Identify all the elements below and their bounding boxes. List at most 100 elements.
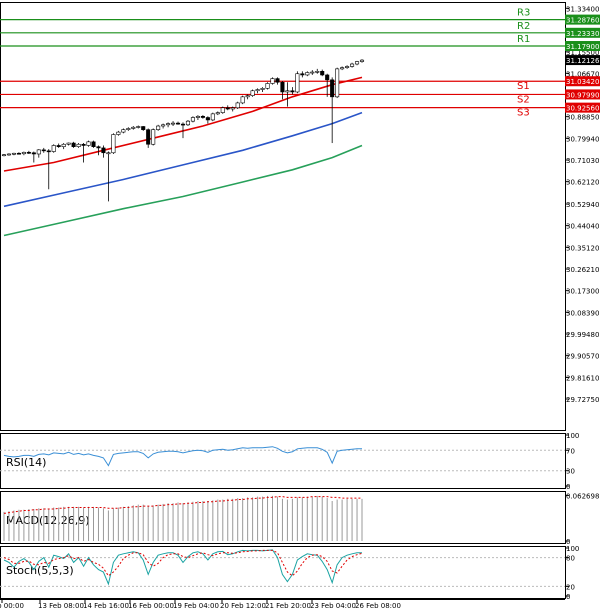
- indicator-tick-label: 100: [566, 432, 579, 440]
- stoch-d-line: [3, 549, 363, 577]
- candle-body: [136, 126, 141, 128]
- price-tick-label: 30.26210: [566, 266, 599, 274]
- candle: [270, 77, 275, 85]
- price-tick-label: 31.06670: [566, 70, 599, 78]
- level-price-label: 31.23330: [566, 30, 599, 38]
- time-tick-label: 19 Feb 04:00: [173, 602, 219, 610]
- price-tick-label: 30.17300: [566, 288, 599, 296]
- candle-body: [185, 120, 191, 126]
- candle: [61, 143, 66, 150]
- candle-body: [275, 78, 280, 83]
- candle: [136, 125, 141, 129]
- candle-body: [41, 149, 46, 152]
- moving-average-line-3: [3, 144, 363, 237]
- level-price-label: 31.28760: [566, 17, 599, 25]
- candle: [171, 121, 176, 127]
- candle-body: [350, 63, 355, 67]
- candle: [265, 82, 270, 90]
- level-price-label: 31.17900: [566, 43, 599, 51]
- candle: [354, 60, 360, 66]
- candle-body: [210, 113, 215, 121]
- candle: [81, 143, 86, 163]
- candle: [340, 66, 345, 71]
- indicator-tick-label: 0: [566, 593, 570, 601]
- candle-body: [46, 150, 51, 153]
- time-tick-label: 14 Feb 16:00: [83, 602, 129, 610]
- candle: [51, 144, 56, 153]
- candle: [175, 121, 181, 125]
- candle: [156, 124, 161, 131]
- level-price-label: 31.03420: [566, 78, 599, 86]
- time-tick-label: 20 Feb 12:00: [220, 602, 266, 610]
- candle-body: [255, 89, 260, 92]
- candle: [151, 128, 156, 146]
- indicator-tick-label: 100: [566, 545, 579, 553]
- candle-body: [230, 107, 235, 110]
- indicator-label: RSI(14): [6, 456, 46, 469]
- candle-body: [225, 107, 230, 110]
- time-tick-label: 13 Feb 08:00: [38, 602, 84, 610]
- candle-body: [235, 102, 240, 109]
- indicator-panel-frame: [0, 491, 566, 544]
- candle: [26, 150, 31, 154]
- candle: [215, 111, 220, 116]
- price-tick-label: 29.99480: [566, 331, 599, 339]
- candle-body: [325, 74, 330, 81]
- candle-body: [295, 73, 300, 93]
- candle: [210, 112, 215, 122]
- candle: [330, 77, 335, 144]
- candle: [161, 123, 166, 129]
- candle: [285, 82, 290, 107]
- level-label-s3: S3: [517, 108, 530, 119]
- time-tick-label: 21 Feb 20:00: [265, 602, 311, 610]
- candle: [6, 153, 12, 156]
- candle: [300, 71, 305, 78]
- price-tick-label: 30.88850: [566, 114, 599, 122]
- price-tick-label: 30.62120: [566, 179, 599, 187]
- candle: [310, 70, 315, 75]
- candle-body: [280, 81, 285, 93]
- candle: [146, 128, 151, 148]
- candle-body: [126, 128, 131, 130]
- indicator-panel-frame: [0, 546, 566, 599]
- candle: [235, 101, 240, 109]
- level-price-tag: [565, 27, 600, 38]
- current-price-label: 31.12126: [566, 57, 600, 65]
- candle-body: [330, 79, 335, 98]
- candle-body: [26, 151, 31, 154]
- candle-body: [260, 88, 265, 90]
- candle: [320, 69, 325, 77]
- price-tick-label: 30.79940: [566, 135, 599, 143]
- price-tick-label: 29.72750: [566, 396, 599, 404]
- candle: [335, 67, 340, 99]
- candle: [71, 141, 76, 148]
- candle-body: [106, 152, 111, 155]
- candle: [41, 147, 46, 153]
- candle: [166, 122, 171, 128]
- candle: [11, 152, 16, 156]
- price-tick-label: 30.52940: [566, 201, 599, 209]
- candle-body: [11, 152, 16, 155]
- candle-body: [250, 90, 255, 96]
- candle-body: [320, 71, 325, 76]
- candle: [225, 105, 230, 111]
- candle: [345, 65, 350, 69]
- candle-body: [354, 61, 360, 65]
- candle-body: [161, 124, 166, 127]
- candle-body: [91, 141, 96, 147]
- candle: [359, 59, 365, 63]
- candle: [31, 151, 36, 163]
- candle: [280, 81, 285, 100]
- candle-body: [116, 131, 121, 135]
- current-price-tag: [565, 55, 600, 66]
- candle: [250, 89, 255, 97]
- candle-body: [31, 152, 36, 155]
- candle: [1, 153, 7, 157]
- candle: [350, 62, 355, 68]
- candle: [101, 145, 106, 158]
- candle: [126, 127, 131, 131]
- candle: [121, 128, 126, 134]
- candle-body: [121, 129, 126, 133]
- level-label-s1: S1: [517, 81, 530, 92]
